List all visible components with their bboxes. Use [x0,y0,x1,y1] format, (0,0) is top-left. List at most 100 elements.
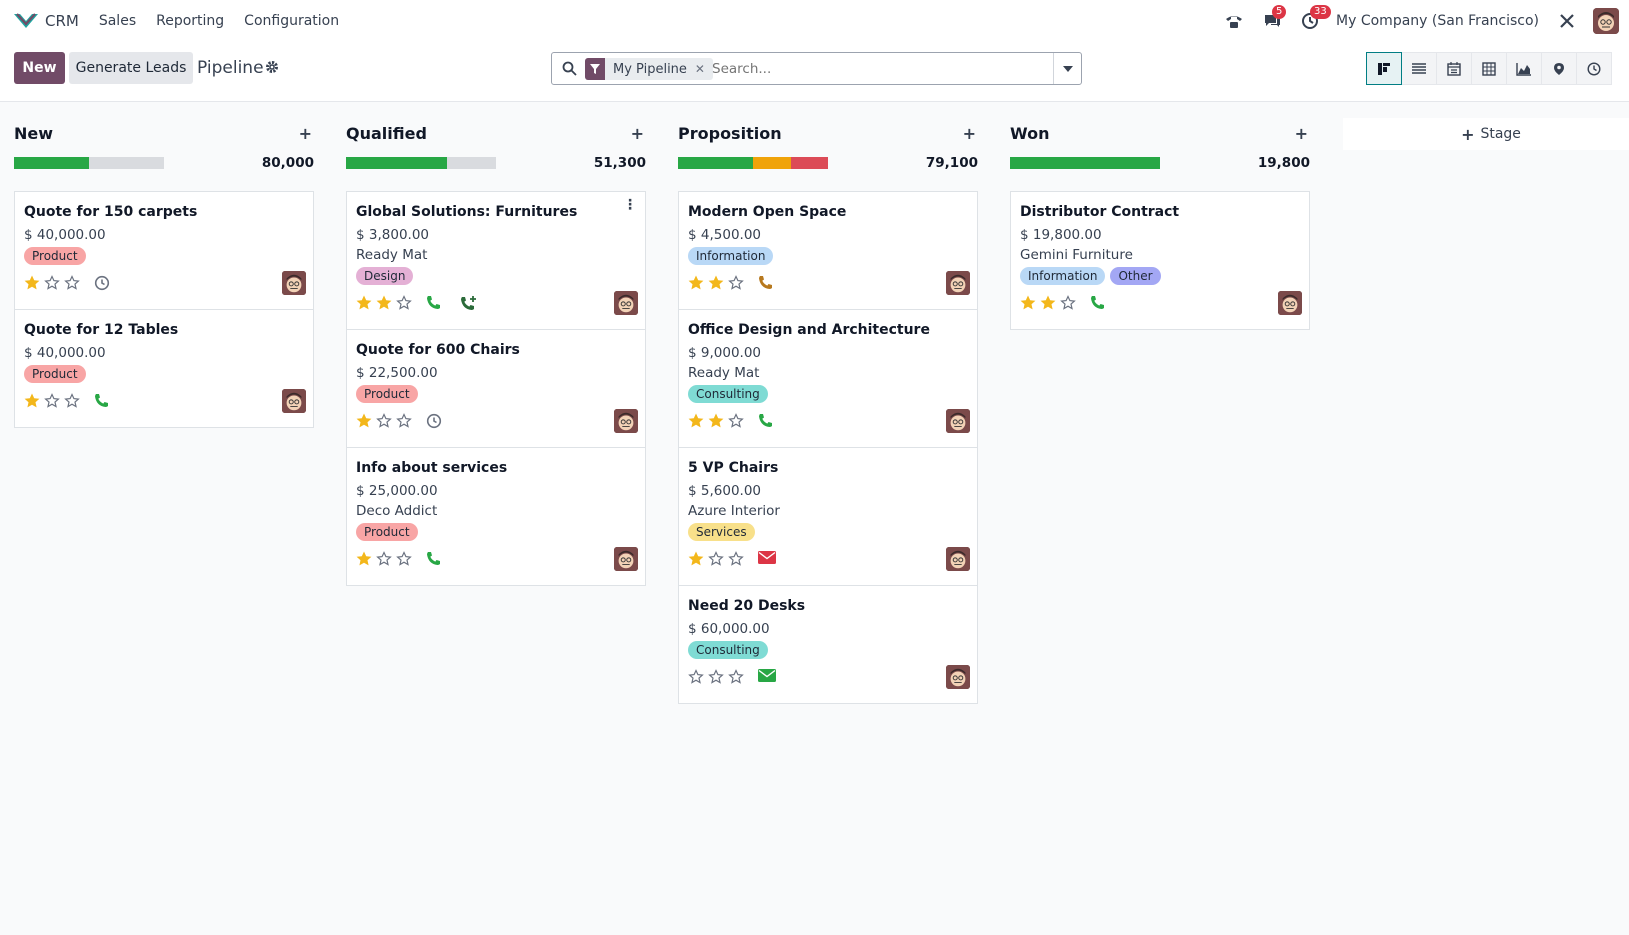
search-options-toggle[interactable] [1053,53,1081,84]
salesperson-avatar[interactable] [1278,291,1302,315]
crm-logo-icon[interactable] [13,12,39,30]
company-switcher[interactable]: My Company (San Francisco) [1336,13,1539,29]
star-empty-icon[interactable] [44,275,60,294]
phone-icon[interactable] [426,295,441,314]
progress-green-segment[interactable] [346,157,447,169]
phone-plus-icon[interactable] [460,295,478,315]
map-view-icon[interactable] [1541,52,1577,85]
column-title[interactable]: Qualified [346,124,427,143]
star-filled-icon[interactable] [24,393,40,412]
star-empty-icon[interactable] [688,669,704,688]
clock-icon[interactable] [426,413,442,433]
star-filled-icon[interactable] [1020,295,1036,314]
lead-card[interactable]: Modern Open Space $ 4,500.00 Information [678,191,978,310]
add-stage-button[interactable]: + Stage [1343,118,1629,150]
column-title[interactable]: Won [1010,124,1050,143]
column-title[interactable]: Proposition [678,124,782,143]
star-empty-icon[interactable] [708,551,724,570]
activity-view-icon[interactable] [1576,52,1612,85]
lead-card[interactable]: Quote for 150 carpets $ 40,000.00 Product [14,191,314,310]
star-empty-icon[interactable] [728,275,744,294]
star-filled-icon[interactable] [688,413,704,432]
generate-leads-button[interactable]: Generate Leads [69,52,193,84]
salesperson-avatar[interactable] [946,409,970,433]
quick-create-plus-icon[interactable]: + [1294,124,1308,143]
menu-configuration[interactable]: Configuration [244,13,340,29]
star-filled-icon[interactable] [1040,295,1056,314]
star-empty-icon[interactable] [44,393,60,412]
star-filled-icon[interactable] [708,413,724,432]
list-view-icon[interactable] [1401,52,1437,85]
progress-red-segment[interactable] [790,157,828,169]
star-empty-icon[interactable] [396,295,412,314]
phone-icon[interactable] [758,275,773,294]
menu-sales[interactable]: Sales [98,13,137,29]
star-filled-icon[interactable] [356,551,372,570]
star-filled-icon[interactable] [688,551,704,570]
messages-icon[interactable]: 5 [1260,5,1287,33]
star-filled-icon[interactable] [688,275,704,294]
activities-icon[interactable]: 33 [1298,5,1331,33]
gear-icon[interactable] [265,60,279,78]
lead-card[interactable]: Office Design and Architecture $ 9,000.00… [678,309,978,448]
progress-green-segment[interactable] [678,157,753,169]
progress-orange-segment[interactable] [753,157,791,169]
app-name[interactable]: CRM [45,12,79,30]
star-filled-icon[interactable] [24,275,40,294]
remove-facet-icon[interactable]: ✕ [694,62,705,76]
column-progress-bar[interactable] [14,157,164,169]
column-progress-bar[interactable] [346,157,496,169]
star-empty-icon[interactable] [728,413,744,432]
star-empty-icon[interactable] [708,669,724,688]
quick-create-plus-icon[interactable]: + [630,124,644,143]
star-filled-icon[interactable] [356,295,372,314]
star-empty-icon[interactable] [376,551,392,570]
star-empty-icon[interactable] [64,275,80,294]
phone-icon[interactable] [94,393,109,412]
clock-icon[interactable] [94,275,110,295]
star-empty-icon[interactable] [396,413,412,432]
kanban-view-icon[interactable] [1366,52,1402,85]
search-input[interactable] [712,58,1032,80]
star-empty-icon[interactable] [728,669,744,688]
user-avatar[interactable] [1593,8,1619,34]
column-progress-bar[interactable] [678,157,828,169]
pivot-view-icon[interactable] [1471,52,1507,85]
salesperson-avatar[interactable] [614,291,638,315]
salesperson-avatar[interactable] [614,547,638,571]
phone-icon[interactable] [758,413,773,432]
salesperson-avatar[interactable] [282,389,306,413]
star-filled-icon[interactable] [708,275,724,294]
column-progress-bar[interactable] [1010,157,1160,169]
star-empty-icon[interactable] [728,551,744,570]
star-filled-icon[interactable] [376,295,392,314]
phone-icon[interactable] [426,551,441,570]
new-button[interactable]: New [14,52,65,84]
phone-icon[interactable] [1222,9,1246,33]
salesperson-avatar[interactable] [946,271,970,295]
lead-card[interactable]: Quote for 12 Tables $ 40,000.00 Product [14,309,314,428]
lead-card[interactable]: ⋮ Global Solutions: Furnitures $ 3,800.00 R… [346,191,646,330]
quick-create-plus-icon[interactable]: + [298,124,312,143]
star-empty-icon[interactable] [64,393,80,412]
column-title[interactable]: New [14,124,54,143]
email-icon[interactable] [758,669,776,686]
debug-tools-icon[interactable] [1555,9,1579,33]
menu-reporting[interactable]: Reporting [156,13,225,29]
quick-create-plus-icon[interactable]: + [962,124,976,143]
phone-icon[interactable] [1090,295,1105,314]
progress-green-segment[interactable] [14,157,89,169]
search-icon[interactable] [562,61,577,80]
salesperson-avatar[interactable] [614,409,638,433]
progress-green-segment[interactable] [1010,157,1160,169]
star-empty-icon[interactable] [1060,295,1076,314]
card-menu-icon[interactable]: ⋮ [623,197,637,213]
star-filled-icon[interactable] [356,413,372,432]
lead-card[interactable]: Distributor Contract $ 19,800.00 Gemini Fu… [1010,191,1310,330]
star-empty-icon[interactable] [396,551,412,570]
salesperson-avatar[interactable] [946,665,970,689]
lead-card[interactable]: Quote for 600 Chairs $ 22,500.00 Product [346,329,646,448]
lead-card[interactable]: Need 20 Desks $ 60,000.00 Consulting [678,585,978,704]
star-empty-icon[interactable] [376,413,392,432]
email-icon[interactable] [758,551,776,568]
